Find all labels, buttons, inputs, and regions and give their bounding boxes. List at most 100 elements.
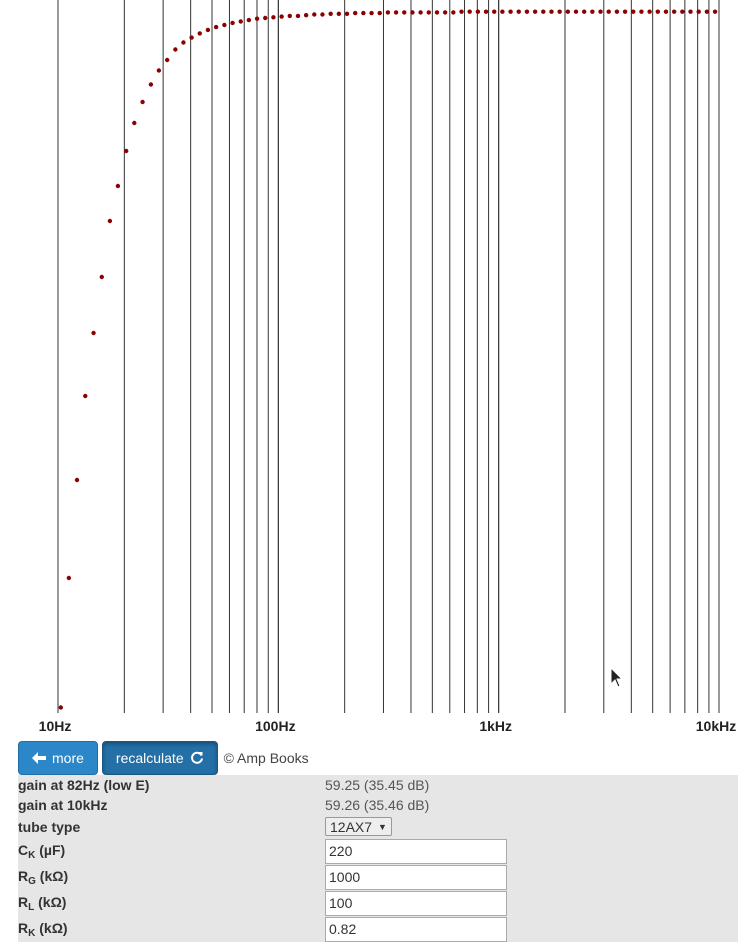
parameters-panel: gain at 82Hz (low E) 59.25 (35.45 dB) ga… [18,775,738,942]
data-point [712,9,718,14]
gain-10khz-label: gain at 10kHz [18,797,108,813]
gain-10khz-row: gain at 10kHz 59.26 (35.46 dB) [18,795,738,815]
caret-down-icon: ▼ [378,821,387,832]
data-point [328,11,333,16]
data-point [598,9,603,14]
data-point [320,12,325,17]
data-point [287,13,292,19]
data-point [66,575,72,581]
data-point [492,9,497,14]
data-point [696,9,701,14]
ck-input[interactable] [325,838,507,864]
rk-label-sub: K [28,927,36,939]
data-point [680,9,685,14]
data-point [508,9,513,14]
data-point [402,10,407,15]
data-point [418,10,423,15]
tube-type-select[interactable]: 12AX7 ▼ [325,817,392,836]
data-point [189,35,194,40]
data-point [622,9,628,14]
data-point [124,148,129,154]
x-tick-label: 100Hz [255,718,295,734]
x-tick-label: 1kHz [479,718,512,734]
data-point [573,9,579,14]
data-point [483,9,489,14]
tube-type-selected: 12AX7 [330,818,373,835]
tube-type-label: tube type [18,818,81,835]
data-point [590,9,595,14]
data-point [58,705,64,710]
data-point [91,330,96,336]
recalculate-button-label: recalculate [115,750,184,766]
ck-label-unit: (µF) [35,841,66,858]
data-point [549,9,554,14]
data-point [312,12,317,17]
ck-label: CK (µF) [18,842,325,861]
data-point [140,99,145,105]
data-point [631,9,636,14]
data-point [181,40,186,45]
gain-82hz-value: 59.25 (35.45 dB) [325,777,430,793]
data-point [173,47,178,52]
data-point [156,68,162,73]
data-point [393,10,399,15]
data-point [197,31,202,36]
data-point [377,10,382,16]
rl-label-unit: (kΩ) [34,893,67,910]
data-point [83,393,88,399]
data-point [459,9,464,14]
data-point [639,9,644,14]
ck-label-main: C [18,841,29,858]
data-point [688,9,693,14]
data-point [353,10,358,16]
rk-row: RK (kΩ) [18,916,738,942]
data-point [606,9,611,14]
rg-label: RG (kΩ) [18,868,325,887]
rg-label-unit: (kΩ) [35,867,69,884]
data-point [663,9,669,14]
data-point [107,218,113,224]
x-tick-label: 10Hz [39,718,72,734]
data-point [115,183,121,189]
data-point [99,274,104,280]
data-point [410,10,415,15]
data-point [213,24,219,30]
data-point [336,11,342,16]
rl-input[interactable] [325,890,507,916]
data-point [475,9,481,14]
rk-label-unit: (kΩ) [35,919,68,936]
gain-82hz-row: gain at 82Hz (low E) 59.25 (35.45 dB) [18,775,738,795]
mouse-pointer-icon [610,666,624,688]
data-point [74,477,80,483]
data-point [271,15,276,20]
data-point [279,14,284,19]
data-point [557,9,562,14]
refresh-icon [190,751,204,765]
data-point [647,9,652,14]
data-point [295,13,301,19]
data-point [344,11,350,16]
frequency-response-chart: 10Hz 100Hz 1kHz 10kHz [39,0,736,734]
data-point [565,9,571,14]
rl-label-main: R [18,893,29,910]
data-point [541,9,546,14]
data-point [205,27,211,33]
more-button[interactable]: more [18,741,98,775]
ck-label-sub: K [28,849,36,861]
data-point [148,82,154,87]
rg-row: RG (kΩ) [18,864,738,890]
data-point [704,9,710,14]
data-point [442,10,448,15]
rk-label: RK (kΩ) [18,920,325,939]
data-point [614,9,620,14]
data-point [222,22,227,28]
data-point [369,10,374,16]
recalculate-button[interactable]: recalculate [101,741,218,775]
rk-label-main: R [18,919,29,936]
data-point [581,9,587,14]
rk-input[interactable] [325,916,507,942]
copyright-text: © Amp Books [223,750,309,766]
toolbar: more recalculate © Amp Books [18,741,309,775]
rg-input[interactable] [325,864,507,890]
data-point [524,9,530,14]
